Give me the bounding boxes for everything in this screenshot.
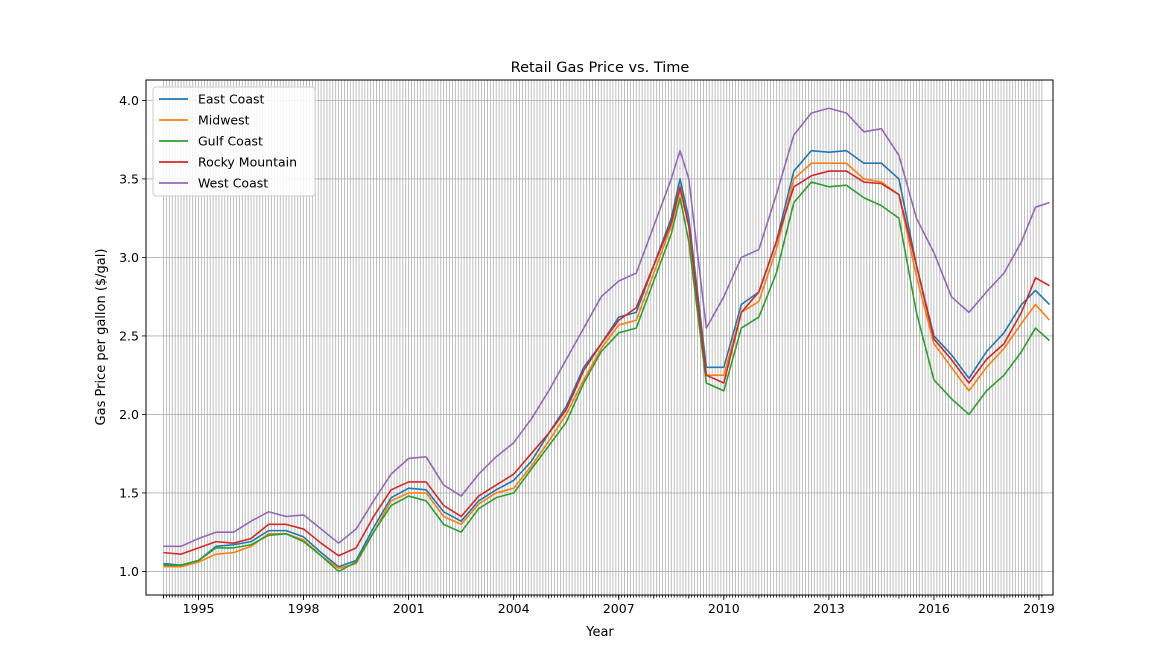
- x-tick-label: 2001: [393, 601, 425, 616]
- y-tick-label: 3.5: [119, 171, 139, 186]
- y-tick-label: 4.0: [119, 93, 139, 108]
- x-tick-label: 2019: [1023, 601, 1055, 616]
- y-tick-label: 2.5: [119, 328, 139, 343]
- legend-label-west-coast: West Coast: [198, 176, 268, 191]
- grid-layer: [146, 80, 1053, 595]
- legend-label-midwest: Midwest: [198, 113, 250, 128]
- legend-label-rocky-mountain: Rocky Mountain: [198, 155, 297, 170]
- axis-layer: 1.0 1.5 2.0 2.5 3.0 3.5 4.0 1995 1998 2001 2004 200…: [119, 93, 1055, 616]
- x-tick-label: 2016: [918, 601, 950, 616]
- plot-area-frame: [145, 79, 1054, 596]
- x-axis-label: Year: [585, 625, 614, 640]
- series-line-rocky-mountain: [163, 170, 1050, 557]
- legend-label-gulf-coast: Gulf Coast: [198, 134, 263, 149]
- legend: East Coast Midwest Gulf Coast Rocky Mountai…: [152, 86, 316, 197]
- x-tick-label: 2013: [813, 601, 845, 616]
- x-tick-label: 1995: [183, 601, 215, 616]
- legend-label-east-coast: East Coast: [198, 92, 264, 107]
- y-tick-label: 1.0: [119, 564, 139, 579]
- series-line-gulf-coast: [163, 181, 1051, 573]
- y-tick-label: 1.5: [119, 485, 139, 500]
- y-tick-label: 2.0: [119, 407, 139, 422]
- series-layer: [163, 107, 1051, 573]
- x-tick-label: 2007: [603, 601, 635, 616]
- x-tick-label: 2004: [498, 601, 530, 616]
- y-tick-label: 3.0: [119, 250, 139, 265]
- chart-title: Retail Gas Price vs. Time: [511, 60, 690, 76]
- x-tick-label: 2010: [708, 601, 740, 616]
- series-line-east-coast: [163, 149, 1051, 568]
- y-axis-label: Gas Price per gallon ($/gal): [94, 249, 109, 426]
- legend-box: [152, 86, 316, 197]
- series-line-west-coast: [163, 107, 1050, 548]
- x-tick-label: 1998: [288, 601, 320, 616]
